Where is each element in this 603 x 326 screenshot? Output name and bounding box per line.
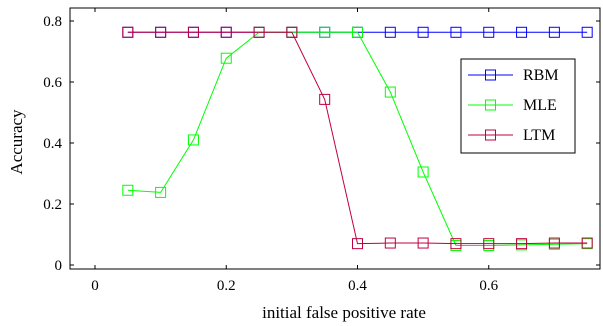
- data-point: [581, 237, 593, 249]
- x-axis-title: initial false positive rate: [262, 303, 426, 322]
- legend-item: RBM: [468, 67, 559, 84]
- data-point: [384, 237, 396, 249]
- x-tick-label: 0.6: [479, 278, 498, 294]
- series-line: [127, 31, 588, 246]
- data-point: [187, 26, 199, 38]
- y-tick-label: 0.4: [43, 136, 62, 152]
- data-point: [483, 238, 495, 250]
- legend-item: LTM: [468, 127, 555, 144]
- data-point: [384, 26, 396, 38]
- data-point: [220, 26, 232, 38]
- data-point: [187, 134, 199, 146]
- x-tick-label: 0.4: [348, 278, 367, 294]
- plot-frame: [69, 7, 601, 270]
- data-point: [122, 26, 134, 38]
- y-axis-title: Accuracy: [7, 109, 26, 175]
- data-point: [220, 52, 232, 64]
- x-tick-label: 0: [91, 278, 99, 294]
- data-point: [384, 86, 396, 98]
- legend: RBM MLE LTM: [460, 58, 576, 154]
- data-point: [516, 26, 528, 38]
- data-point: [352, 238, 363, 250]
- data-point: [122, 184, 134, 196]
- x-tick-label: 0.2: [217, 278, 236, 294]
- data-point: [483, 26, 495, 38]
- data-point: [450, 26, 462, 38]
- data-point: [155, 26, 167, 38]
- series-ltm: [122, 26, 593, 250]
- series-lines: [122, 26, 593, 251]
- data-point: [417, 237, 429, 249]
- y-tick-label: 0.2: [43, 197, 62, 213]
- legend-label: LTM: [523, 127, 555, 144]
- data-point: [548, 26, 560, 38]
- data-point: [516, 238, 528, 250]
- legend-label: MLE: [523, 97, 557, 114]
- data-point: [286, 26, 298, 38]
- y-tick-label: 0: [55, 258, 63, 274]
- data-point: [581, 26, 593, 38]
- data-point: [417, 26, 429, 38]
- y-tick-label: 0.8: [43, 14, 62, 30]
- data-point: [417, 166, 429, 178]
- legend-marker: [485, 129, 496, 141]
- series-line: [127, 31, 588, 245]
- data-point: [319, 26, 331, 38]
- data-point: [450, 238, 462, 250]
- data-point: [319, 93, 331, 105]
- legend-marker: [485, 99, 496, 111]
- data-point: [253, 26, 265, 38]
- y-tick-label: 0.6: [43, 75, 62, 91]
- legend-marker: [485, 69, 496, 81]
- axes: 00.20.40.60.800.20.40.60.8: [43, 7, 601, 294]
- data-point: [155, 186, 167, 198]
- legend-item: MLE: [468, 97, 557, 114]
- data-point: [548, 237, 560, 249]
- data-point: [352, 26, 363, 38]
- legend-label: RBM: [523, 67, 559, 84]
